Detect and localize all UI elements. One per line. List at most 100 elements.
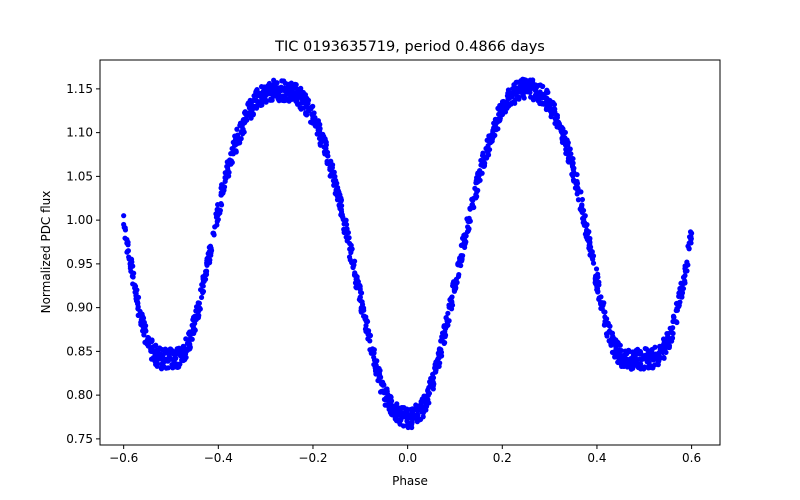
data-point (684, 268, 690, 274)
data-point (596, 295, 602, 301)
data-point (497, 118, 503, 124)
y-axis: 0.75 0.80 0.85 0.90 0.95 1.00 1.05 1.10 1.15 (66, 82, 100, 446)
data-point (552, 120, 558, 127)
data-point (272, 80, 278, 86)
x-tick-label: 0.0 (398, 451, 417, 465)
data-point (491, 125, 497, 131)
data-point (377, 367, 383, 374)
data-point (581, 219, 588, 225)
data-point (595, 288, 601, 295)
data-point (211, 232, 217, 238)
data-point (469, 202, 475, 208)
data-point (430, 381, 437, 387)
data-point (570, 156, 576, 162)
data-point (322, 145, 328, 151)
data-point (581, 214, 587, 220)
data-point (566, 159, 572, 165)
data-point (370, 348, 376, 354)
data-point (131, 270, 137, 276)
data-point (348, 242, 354, 248)
data-point (425, 392, 431, 399)
data-point (462, 244, 468, 250)
data-point (292, 81, 298, 87)
data-point (449, 301, 455, 308)
data-point (346, 235, 352, 241)
data-point (259, 102, 265, 108)
data-point (685, 243, 691, 249)
data-point (173, 355, 179, 361)
data-points-layer (121, 76, 695, 431)
data-point (544, 88, 550, 94)
data-point (327, 173, 333, 179)
data-point (363, 322, 369, 329)
data-point (486, 133, 492, 139)
data-point (486, 146, 493, 153)
data-point (629, 360, 635, 366)
data-point (357, 283, 363, 290)
data-point (409, 421, 415, 428)
x-tick-label: 0.4 (587, 451, 606, 465)
data-point (562, 129, 568, 136)
data-point (301, 105, 307, 111)
y-tick-label: 1.05 (66, 169, 93, 183)
data-point (587, 235, 593, 242)
chart-title: TIC 0193635719, period 0.4866 days (274, 39, 545, 55)
y-tick-label: 0.90 (66, 301, 93, 315)
data-point (359, 299, 365, 305)
data-point (596, 279, 602, 285)
data-point (315, 127, 321, 133)
data-point (506, 103, 512, 109)
data-point (567, 146, 573, 152)
data-point (124, 237, 130, 243)
x-axis: −0.6 −0.4 −0.2 0.0 0.2 0.4 0.6 (109, 445, 701, 465)
data-point (208, 250, 214, 256)
data-point (465, 228, 471, 234)
data-point (383, 387, 389, 393)
data-point (540, 83, 546, 89)
data-point (397, 407, 403, 413)
data-point (580, 207, 587, 214)
data-point (455, 273, 462, 280)
data-point (586, 245, 592, 251)
data-point (604, 316, 610, 322)
data-point (571, 169, 577, 175)
data-point (590, 253, 597, 259)
data-point (415, 412, 421, 418)
data-point (249, 105, 255, 111)
data-point (409, 408, 416, 414)
data-point (419, 409, 425, 415)
data-point (689, 230, 695, 236)
data-point (442, 332, 449, 338)
data-point (630, 365, 636, 371)
data-point (670, 325, 676, 331)
data-point (665, 331, 672, 337)
data-point (578, 189, 584, 195)
data-point (624, 364, 630, 370)
data-point (389, 398, 395, 404)
data-point (617, 342, 623, 348)
data-point (230, 151, 236, 157)
data-point (533, 85, 539, 91)
data-point (121, 224, 127, 231)
data-point (556, 121, 562, 127)
data-point (466, 217, 472, 223)
data-point (234, 132, 241, 138)
data-point (226, 161, 232, 167)
data-point (195, 315, 202, 321)
data-point (343, 221, 350, 228)
data-point (537, 99, 543, 106)
data-point (282, 88, 288, 94)
data-point (183, 354, 189, 361)
data-point (212, 224, 218, 230)
data-point (203, 268, 209, 275)
data-point (500, 106, 506, 112)
data-point (189, 336, 195, 342)
data-point (310, 117, 317, 123)
data-point (568, 151, 574, 157)
data-point (192, 326, 198, 333)
data-point (600, 303, 606, 309)
data-point (165, 365, 171, 371)
data-point (305, 97, 312, 103)
y-tick-label: 1.15 (66, 82, 93, 96)
data-point (140, 315, 146, 321)
